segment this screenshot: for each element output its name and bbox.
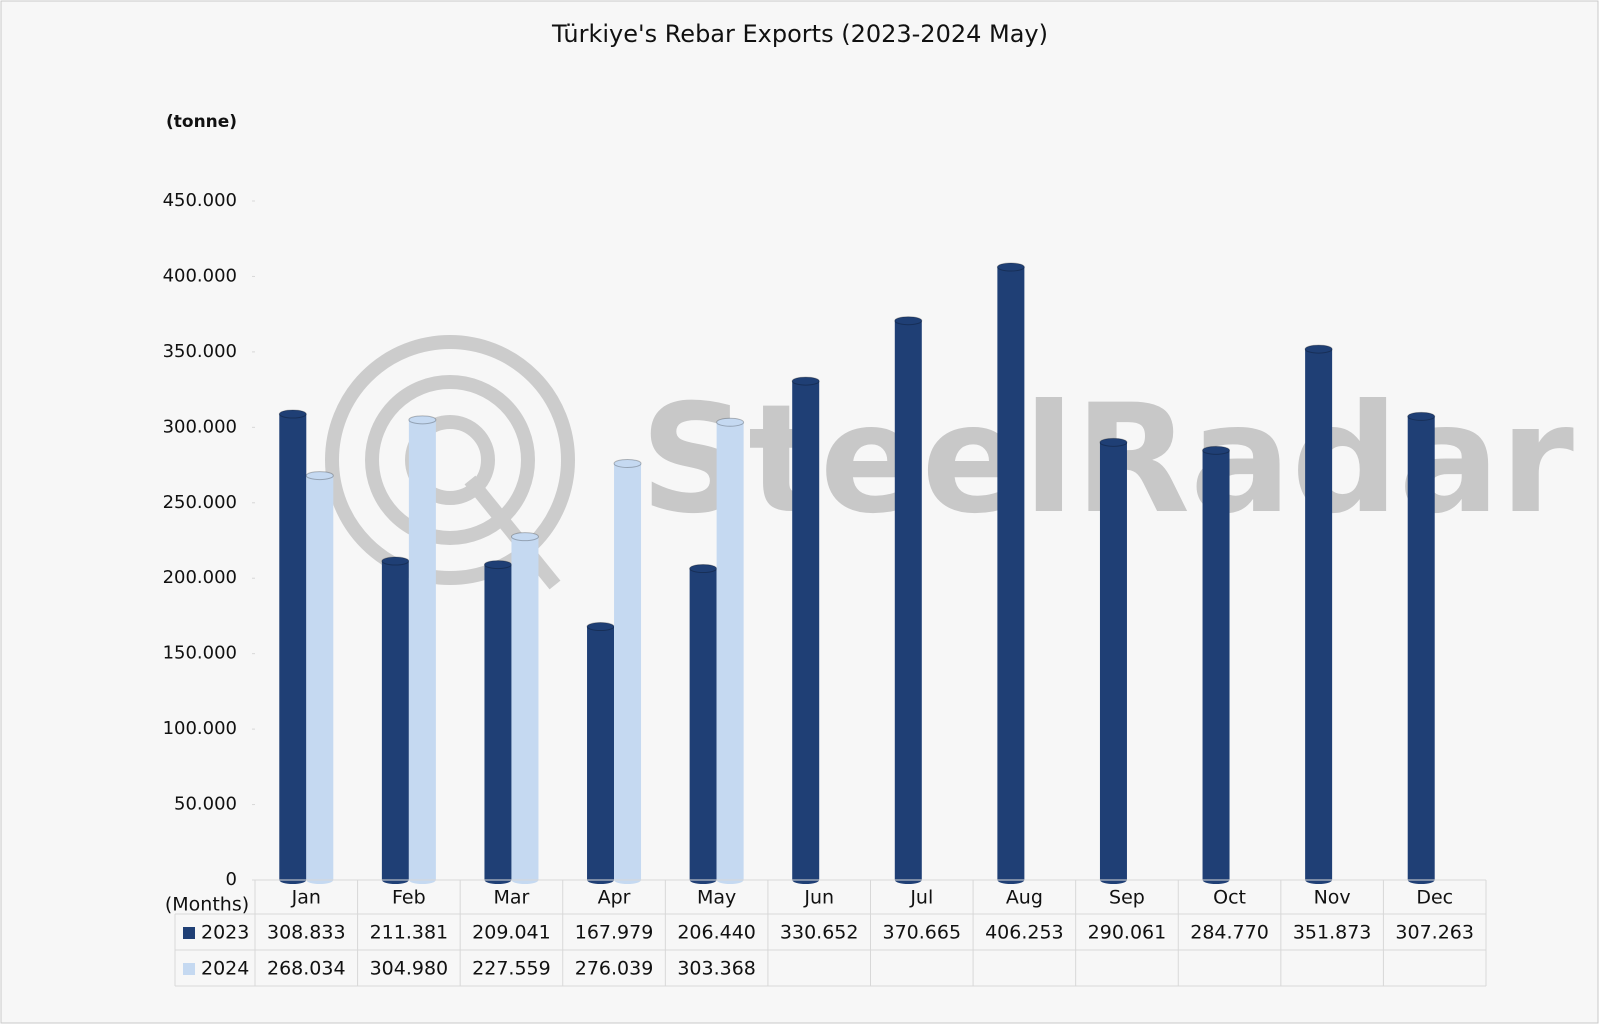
x-tick-label: Jul — [909, 887, 933, 909]
x-tick-label: Feb — [392, 887, 426, 909]
bar-cap — [1407, 411, 1436, 421]
table-value: 211.381 — [370, 922, 449, 944]
bar — [511, 536, 539, 880]
bar — [381, 561, 409, 880]
table-value: 406.253 — [985, 922, 1064, 944]
watermark-logo — [325, 335, 575, 590]
table-value: 209.041 — [472, 922, 551, 944]
bar — [408, 419, 436, 880]
bar-cap — [894, 316, 923, 326]
table-value: 308.833 — [267, 922, 346, 944]
x-tick-label: Apr — [598, 887, 631, 909]
bar — [997, 267, 1025, 880]
bar-cap — [586, 622, 615, 632]
bar — [279, 414, 307, 880]
bar-cap — [791, 376, 820, 386]
y-tick-label: 100.000 — [163, 718, 237, 739]
table-value: 276.039 — [575, 958, 654, 980]
table-value: 290.061 — [1088, 922, 1167, 944]
bar-cap — [716, 417, 745, 427]
table-value: 206.440 — [677, 922, 756, 944]
legend-label: 2023 — [201, 922, 249, 944]
legend-swatch — [183, 963, 195, 975]
bar — [484, 564, 512, 880]
table-value: 304.980 — [370, 958, 449, 980]
table-value: 303.368 — [677, 958, 756, 980]
bar-cap — [381, 556, 410, 566]
bar-cap — [1304, 344, 1333, 354]
table-value: 284.770 — [1190, 922, 1269, 944]
bar — [614, 463, 642, 880]
bar — [306, 475, 334, 880]
table-value: 268.034 — [267, 958, 346, 980]
y-tick-label: 250.000 — [163, 492, 237, 513]
x-tick-label: Nov — [1314, 887, 1351, 909]
y-tick-label: 50.000 — [174, 794, 237, 815]
bar — [716, 422, 744, 880]
bar-cap — [689, 564, 718, 574]
bar — [1099, 442, 1127, 880]
bar — [1407, 416, 1435, 880]
bar-cap — [305, 471, 334, 481]
bar-cap — [1099, 437, 1128, 447]
chart-title: Türkiye's Rebar Exports (2023-2024 May) — [551, 20, 1048, 48]
table-value: 307.263 — [1395, 922, 1474, 944]
x-tick-label: Mar — [494, 887, 530, 909]
bar — [894, 320, 922, 880]
y-tick-label: 150.000 — [163, 643, 237, 664]
bar — [1202, 450, 1230, 880]
y-tick-label: 0 — [226, 869, 237, 890]
table-value: 370.665 — [883, 922, 962, 944]
y-tick-label: 450.000 — [163, 190, 237, 211]
y-tick-label: 200.000 — [163, 567, 237, 588]
bar-cap — [483, 560, 512, 570]
x-tick-label: Jan — [291, 887, 321, 909]
legend-label: 2024 — [201, 958, 249, 980]
y-tick-label: 350.000 — [163, 341, 237, 362]
bar-cap — [510, 532, 539, 542]
x-tick-label: Jun — [803, 887, 834, 909]
y-tick-label: 400.000 — [163, 265, 237, 286]
bar-cap — [1202, 445, 1231, 455]
x-tick-label: Sep — [1109, 887, 1145, 909]
table-value: 330.652 — [780, 922, 859, 944]
y-tick-label: 300.000 — [163, 416, 237, 437]
x-tick-label: Dec — [1416, 887, 1453, 909]
bar — [587, 626, 615, 880]
table-value: 351.873 — [1293, 922, 1372, 944]
bar — [1305, 349, 1333, 880]
bar-cap — [278, 409, 307, 419]
legend-swatch — [183, 927, 195, 939]
x-tick-label: May — [697, 887, 736, 909]
bar — [689, 568, 717, 880]
x-axis-label: (Months) — [165, 894, 249, 916]
table-value: 167.979 — [575, 922, 654, 944]
bar-cap — [613, 458, 642, 468]
bar — [792, 381, 820, 880]
y-axis-label: (tonne) — [166, 112, 237, 132]
x-tick-label: Oct — [1213, 887, 1246, 909]
bar-cap — [996, 262, 1025, 272]
bar-cap — [408, 415, 437, 425]
x-tick-label: Aug — [1006, 887, 1043, 909]
table-value: 227.559 — [472, 958, 551, 980]
